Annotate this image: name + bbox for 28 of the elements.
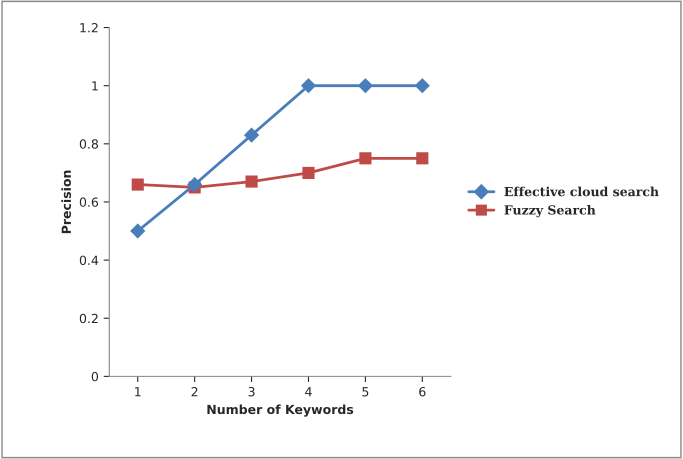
point [302,166,315,179]
x-tick-label: 6 [419,387,426,396]
point [301,78,316,94]
y-tick-label: 0.6 [80,197,98,207]
legend-label: Fuzzy Search [504,204,596,218]
x-tick-label: 2 [192,387,198,396]
legend-label: Effective cloud search [504,186,659,196]
x-tick-label: 4 [305,387,312,396]
y-tick-label: 0 [92,372,98,382]
point [244,128,259,142]
y-tick-label: 1 [92,81,98,90]
point [358,78,373,94]
point [416,152,428,164]
y-tick-label: 0.4 [80,256,98,266]
point [187,177,202,192]
x-tick-label: 1 [135,387,141,396]
y-tick-label: 0.2 [80,314,98,324]
y-tick-label: 1.2 [80,23,98,32]
point [359,152,372,164]
y-tick-label: 0.8 [80,139,98,149]
point [245,176,258,188]
y-axis-title: Precision [61,170,72,234]
x-tick-label: 3 [248,387,255,396]
x-tick-label: 5 [362,387,368,396]
x-axis-title: Number of Keywords [207,404,354,417]
point [130,224,146,238]
point [132,178,144,191]
point [414,78,430,94]
